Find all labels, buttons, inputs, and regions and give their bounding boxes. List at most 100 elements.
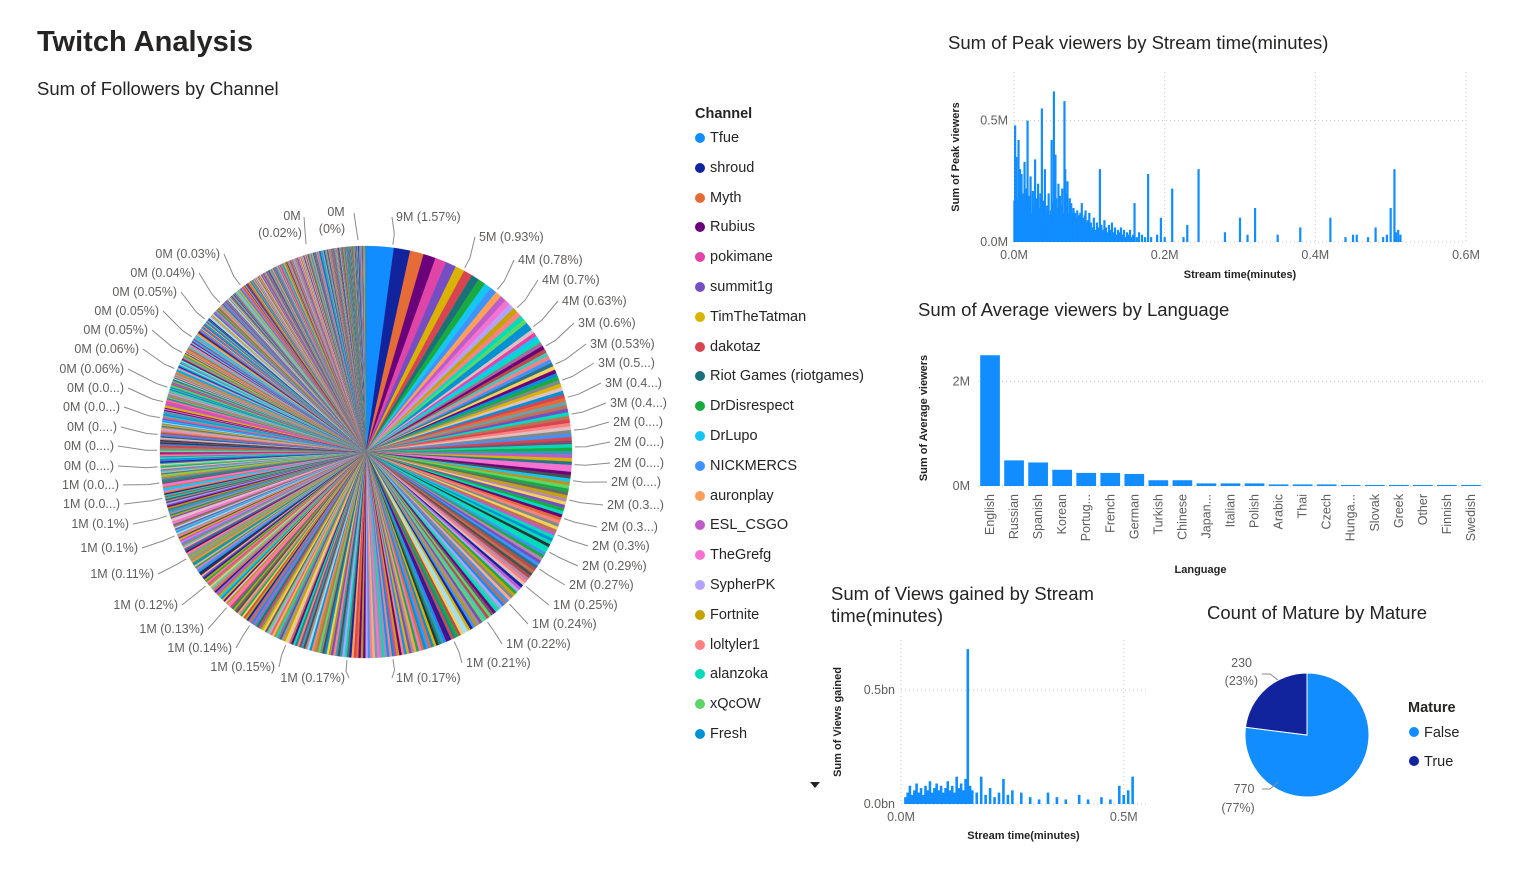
bar (1089, 222, 1092, 242)
legend-item-drlupo[interactable]: DrLupo (695, 428, 758, 444)
legend-item-myth[interactable]: Myth (695, 190, 741, 206)
bar (1116, 229, 1120, 242)
bar (984, 794, 987, 804)
leader-line (532, 300, 559, 328)
x-tick-label: Polish (1248, 494, 1262, 528)
leader-line (538, 568, 566, 586)
legend-item-esl-csgo[interactable]: ESL_CSGO (695, 517, 788, 533)
legend-label: summit1g (710, 279, 773, 295)
bar (1385, 234, 1388, 242)
slice-label: 0M (0.04%) (130, 266, 195, 280)
legend-label: Tfue (710, 130, 740, 146)
slice-label: 0M (0.05%) (83, 323, 148, 337)
x-axis-label: Stream time(minutes) (1184, 269, 1297, 281)
slice-label: 3M (0.4...) (610, 396, 667, 410)
bar (939, 785, 943, 804)
legend-item-riot-games-riotgames-[interactable]: Riot Games (riotgames) (695, 368, 864, 384)
bar (1397, 229, 1400, 242)
leader-line (207, 607, 227, 630)
bar (1042, 200, 1045, 242)
slice-label: 2M (0....) (611, 475, 661, 489)
leader-line (574, 462, 611, 466)
caret-down-icon[interactable] (810, 782, 820, 788)
bar (1117, 785, 1121, 804)
bar (964, 778, 967, 804)
avg-viewers-language-chart[interactable]: 0M 2M English Russian Spanish Korean Portug...… (910, 330, 1500, 580)
slice-label: 1M (0.24%) (532, 617, 597, 631)
bar (1097, 227, 1100, 242)
legend-dot-icon (695, 401, 705, 412)
bar (1393, 169, 1396, 242)
legend-item-nickmercs[interactable]: NICKMERCS (695, 458, 797, 474)
views-gained-chart[interactable]: 0.0M 0.5M 0.0bn 0.5bn Stream time(minutes) Su… (826, 630, 1186, 850)
legend-item-dakotaz[interactable]: dakotaz (695, 339, 761, 355)
mature-chart-title: Count of Mature by Mature (1207, 602, 1428, 623)
leader-line (525, 586, 550, 606)
x-tick-label: 0.6M (1452, 248, 1480, 262)
slice-label: 4M (0.7%) (542, 273, 600, 287)
bar (1394, 232, 1398, 242)
followers-pie-chart[interactable]: 9M (1.57%) 5M (0.93%) 4M (0.78%) 4M (0.7%) 4… (0, 0, 900, 873)
legend-item-loltyler1[interactable]: loltyler1 (695, 637, 760, 653)
bar (1023, 161, 1026, 242)
leader-line (181, 585, 206, 606)
bar (1119, 227, 1123, 242)
legend-item-timthetatman[interactable]: TimTheTatman (695, 309, 806, 325)
bar (1316, 484, 1337, 486)
bar (1027, 195, 1031, 242)
bar (1091, 227, 1094, 242)
legend-item-fresh[interactable]: Fresh (695, 726, 747, 742)
bar (1109, 799, 1112, 804)
legend-item-shroud[interactable]: shroud (695, 160, 754, 176)
x-axis-label: Language (1175, 564, 1227, 576)
peak-viewers-chart[interactable]: 0.0M 0.2M 0.4M 0.6M 0.0M 0.5M Stream time(minu… (940, 60, 1500, 290)
legend-item-drdisrespect[interactable]: DrDisrespect (695, 398, 794, 414)
legend-item-alanzoka[interactable]: alanzoka (695, 666, 768, 682)
mature-pie-chart[interactable]: 230 (23%) 770 (77%) Mature False True (1200, 640, 1530, 830)
bar (1126, 790, 1130, 804)
legend-label: DrLupo (710, 428, 758, 444)
bar (993, 797, 996, 804)
legend-label: Riot Games (riotgames) (710, 368, 864, 385)
y-tick-label: 0.5M (980, 114, 1008, 128)
leader-line (303, 216, 307, 245)
legend-item-fortnite[interactable]: Fortnite (695, 607, 759, 623)
legend-label: xQcOW (710, 696, 761, 713)
legend-item-rubius[interactable]: Rubius (695, 219, 755, 235)
bar (944, 788, 947, 804)
legend-item-summit1g[interactable]: summit1g (695, 279, 773, 295)
leader-line (571, 402, 607, 415)
x-tick-label: 0.5M (1110, 810, 1138, 824)
legend-dot-icon (1409, 727, 1419, 737)
legend-item-tfue[interactable]: Tfue (695, 130, 739, 146)
bar (946, 781, 950, 804)
legend-dot-icon (695, 162, 705, 173)
slice-label: 0M (0.05%) (94, 304, 159, 318)
legend-item-xqcow[interactable]: xQcOW (695, 696, 761, 712)
bar (913, 790, 916, 804)
bar (1238, 217, 1242, 242)
bar (1037, 183, 1040, 242)
bar (1043, 169, 1046, 242)
bar (1086, 799, 1090, 804)
leader-line (235, 625, 251, 649)
legend-dot-icon (695, 252, 705, 263)
bar (1382, 237, 1385, 242)
slice-label: 3M (0.53%) (590, 337, 655, 351)
legend-item-thegrefg[interactable]: TheGrefg (695, 547, 771, 563)
y-axis-label: Sum of Peak viewers (950, 102, 962, 211)
x-tick-label: Thai (1296, 494, 1310, 518)
slice-label: 3M (0.5...) (598, 356, 655, 370)
x-tick-label: Italian (1224, 494, 1238, 527)
channel-legend: Channel Tfue shroud Myth Rubius pokimane summ… (695, 106, 895, 742)
leader-line (345, 660, 350, 679)
leader-line (555, 343, 587, 365)
legend-item-sypherpk[interactable]: SypherPK (695, 577, 775, 593)
slice-label: 1M (0.22%) (506, 637, 571, 651)
bar (1100, 797, 1103, 804)
slice-label: 0M (0.05%) (112, 285, 177, 299)
bar (1098, 169, 1101, 242)
legend-item-auronplay[interactable]: auronplay (695, 488, 774, 504)
legend-item-pokimane[interactable]: pokimane (695, 249, 773, 265)
bar (1112, 232, 1115, 242)
